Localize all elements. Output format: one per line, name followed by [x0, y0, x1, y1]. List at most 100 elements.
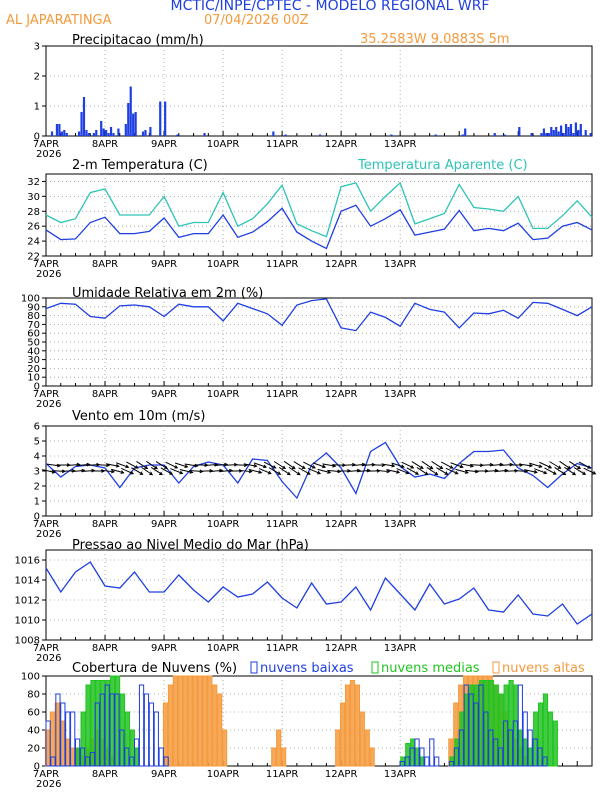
x-tick-label: 10APR	[207, 643, 240, 654]
mid-cloud-bar	[85, 684, 91, 767]
wind-arrow	[288, 466, 301, 476]
wind-arrow	[179, 469, 193, 473]
wind-arrow-head	[592, 471, 597, 475]
wind-arrow	[174, 462, 188, 468]
low-cloud-bar	[109, 693, 115, 767]
wind-arrow-head	[189, 470, 194, 474]
panel-5: 0 20 40 60 80 100 7APR 8APR 9APR 10APR 11APR 12APR 1…	[21, 672, 593, 790]
wind-arrow	[46, 463, 60, 467]
high-cloud-legend-label: nuvens altas	[502, 661, 585, 676]
wind-arrow	[484, 469, 498, 473]
low-cloud-bar	[517, 684, 523, 767]
wind-arrow	[110, 468, 124, 474]
wind-arrow-head	[459, 464, 464, 469]
precip-bar	[203, 133, 206, 136]
x-tick-label: 8APR	[92, 643, 118, 654]
low-cloud-bar	[458, 729, 464, 767]
low-cloud-bar	[138, 684, 145, 767]
y-tick-label: 1016	[15, 556, 40, 567]
low-cloud-bar	[84, 756, 91, 767]
high-cloud-bar	[340, 702, 346, 767]
low-cloud-bar	[473, 702, 479, 767]
wind-arrow	[386, 468, 400, 474]
wind-arrow-head	[577, 465, 582, 470]
wind-arrow	[115, 462, 129, 468]
low-cloud-bar	[404, 756, 410, 767]
wind-arrow	[356, 469, 370, 473]
wind-arrow	[564, 466, 576, 476]
precip-bar	[82, 97, 86, 136]
precip-bar	[60, 131, 63, 136]
precip-panel-title: Precipitacao (mm/h)	[72, 33, 204, 48]
low-cloud-bar	[488, 729, 494, 767]
wind-arrow	[559, 460, 571, 470]
wind-arrow-head	[415, 471, 420, 475]
precip-bar	[112, 133, 115, 136]
y-tick-label: 2	[34, 72, 40, 83]
precip-bar	[50, 131, 54, 136]
wind-arrow	[155, 461, 168, 469]
low-cloud-bar	[414, 738, 420, 767]
low-cloud-bar	[542, 756, 548, 767]
y-tick-label: 28	[27, 207, 40, 218]
low-cloud-bar	[502, 720, 509, 767]
wind-arrow	[233, 464, 247, 466]
wind-arrow	[170, 468, 183, 474]
wind-arrow-head	[149, 471, 154, 476]
wind-arrow	[445, 467, 458, 475]
y-tick-label: 80	[27, 690, 40, 701]
wind-arrow-head	[410, 465, 415, 469]
y-tick-label: 22	[27, 252, 40, 263]
y-tick-label: 20	[27, 744, 40, 755]
wind-arrow	[263, 461, 276, 469]
low-cloud-bar	[134, 738, 140, 767]
wind-arrow-head	[179, 470, 184, 475]
low-cloud-bar	[60, 702, 66, 767]
y-tick-label: 70	[27, 320, 40, 331]
precip-bar	[461, 134, 464, 136]
x-tick-label: 8APR	[92, 389, 118, 400]
low-cloud-legend-swatch	[250, 661, 258, 674]
wind-arrow-head	[110, 469, 115, 474]
wind-arrow	[489, 463, 503, 467]
y-tick-label: 3	[34, 42, 40, 53]
low-cloud-bar	[114, 693, 120, 767]
wind-arrow-head	[562, 471, 567, 476]
low-cloud-bar	[104, 684, 110, 767]
precip-bar	[65, 133, 68, 136]
x-tick-label: 9APR	[151, 139, 177, 150]
wind-arrow-head	[396, 470, 401, 474]
low-cloud-bar	[463, 684, 469, 767]
precip-bar	[92, 133, 95, 136]
run-label: 07/04/2026 00Z	[204, 13, 309, 28]
x-tick-label: 9APR	[151, 519, 177, 530]
low-cloud-bar	[493, 738, 499, 767]
precip-bar	[557, 131, 560, 136]
high-cloud-bar	[369, 747, 375, 767]
y-tick-label: 0	[34, 762, 40, 773]
low-cloud-bar	[532, 738, 538, 767]
x-tick-label: 8APR	[92, 259, 118, 270]
wind-arrow-head	[444, 471, 449, 475]
wind-arrow	[317, 468, 331, 474]
wind-arrow	[583, 467, 596, 475]
wind-arrow	[391, 462, 405, 468]
x-year-label: 2026	[36, 779, 61, 790]
precip-bar	[464, 128, 467, 136]
wind-arrow	[268, 467, 281, 475]
low-cloud-bar	[158, 747, 164, 767]
precip-bar	[55, 124, 59, 136]
low-cloud-bar	[478, 684, 484, 767]
wind-arrow	[351, 463, 365, 467]
precip-bar	[574, 122, 577, 136]
panel-3: 0 1 2 3 4 5 6 7APR 8APR 9APR 10APR 11APR 12APR 13APR 2…	[33, 422, 597, 540]
x-tick-label: 13APR	[384, 259, 417, 270]
precip-bar	[284, 134, 287, 136]
precip-bar	[144, 130, 147, 136]
x-tick-label: 12APR	[325, 519, 358, 530]
x-tick-label: 11APR	[266, 389, 299, 400]
wind-arrow-head	[449, 465, 454, 469]
x-tick-label: 10APR	[207, 389, 240, 400]
wind-arrow	[554, 467, 566, 475]
precip-bar	[552, 130, 555, 136]
